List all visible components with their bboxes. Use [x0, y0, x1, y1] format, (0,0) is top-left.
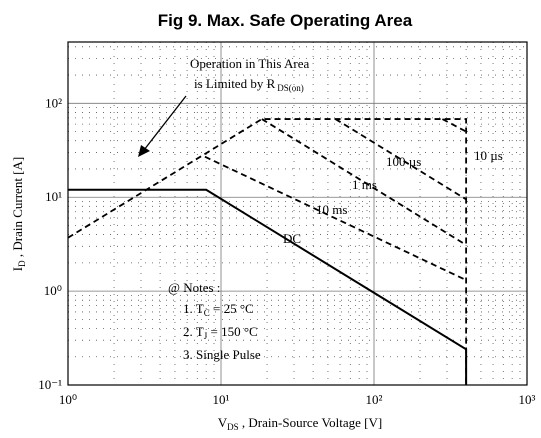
- y-tick-label: 10²: [45, 95, 62, 110]
- note-text: = 25 °C: [210, 301, 254, 316]
- notes-heading: @ Notes :: [168, 280, 220, 295]
- arrow-head: [138, 145, 150, 157]
- y-tick-label: 10⁰: [44, 283, 62, 298]
- series-label: DC: [283, 231, 301, 246]
- series-line: [68, 188, 468, 385]
- series-line: [67, 118, 468, 385]
- annotation: is Limited by R DS(on): [194, 76, 304, 93]
- note-text: 2. T: [183, 324, 204, 339]
- series-label: 10 µs: [474, 148, 503, 163]
- chart-title: Fig 9. Max. Safe Operating Area: [158, 11, 413, 30]
- x-tick-label: 10²: [366, 392, 383, 407]
- plot-frame: [67, 41, 528, 386]
- x-tick-label: 10¹: [213, 392, 230, 407]
- note: 3. Single Pulse: [183, 347, 261, 362]
- note-text: 3. Single Pulse: [183, 347, 261, 362]
- series-line: [441, 118, 467, 133]
- series-label: 100 µs: [386, 154, 421, 169]
- annotation: Operation in This Area: [190, 56, 309, 71]
- y-tick-label: 10¹: [45, 189, 62, 204]
- note-text: 1. T: [183, 301, 204, 316]
- x-axis-label: VDS , Drain-Source Voltage [V]: [218, 415, 382, 432]
- x-tick-label: 10⁰: [59, 392, 77, 407]
- series-label: 10 ms: [316, 202, 347, 217]
- arrow: [143, 95, 187, 151]
- series-label: 1 ms: [352, 177, 377, 192]
- note: 1. TC = 25 °C: [183, 301, 254, 318]
- series-line: [335, 118, 467, 201]
- note-text: = 150 °C: [207, 324, 257, 339]
- note: 2. TJ = 150 °C: [183, 324, 258, 341]
- y-axis-label: ID , Drain Current [A]: [10, 157, 27, 271]
- note-sub: C: [204, 308, 210, 318]
- note-sub: J: [204, 331, 208, 341]
- y-tick-label: 10⁻¹: [38, 377, 62, 392]
- x-tick-label: 10³: [519, 392, 536, 407]
- series-line: [204, 155, 467, 281]
